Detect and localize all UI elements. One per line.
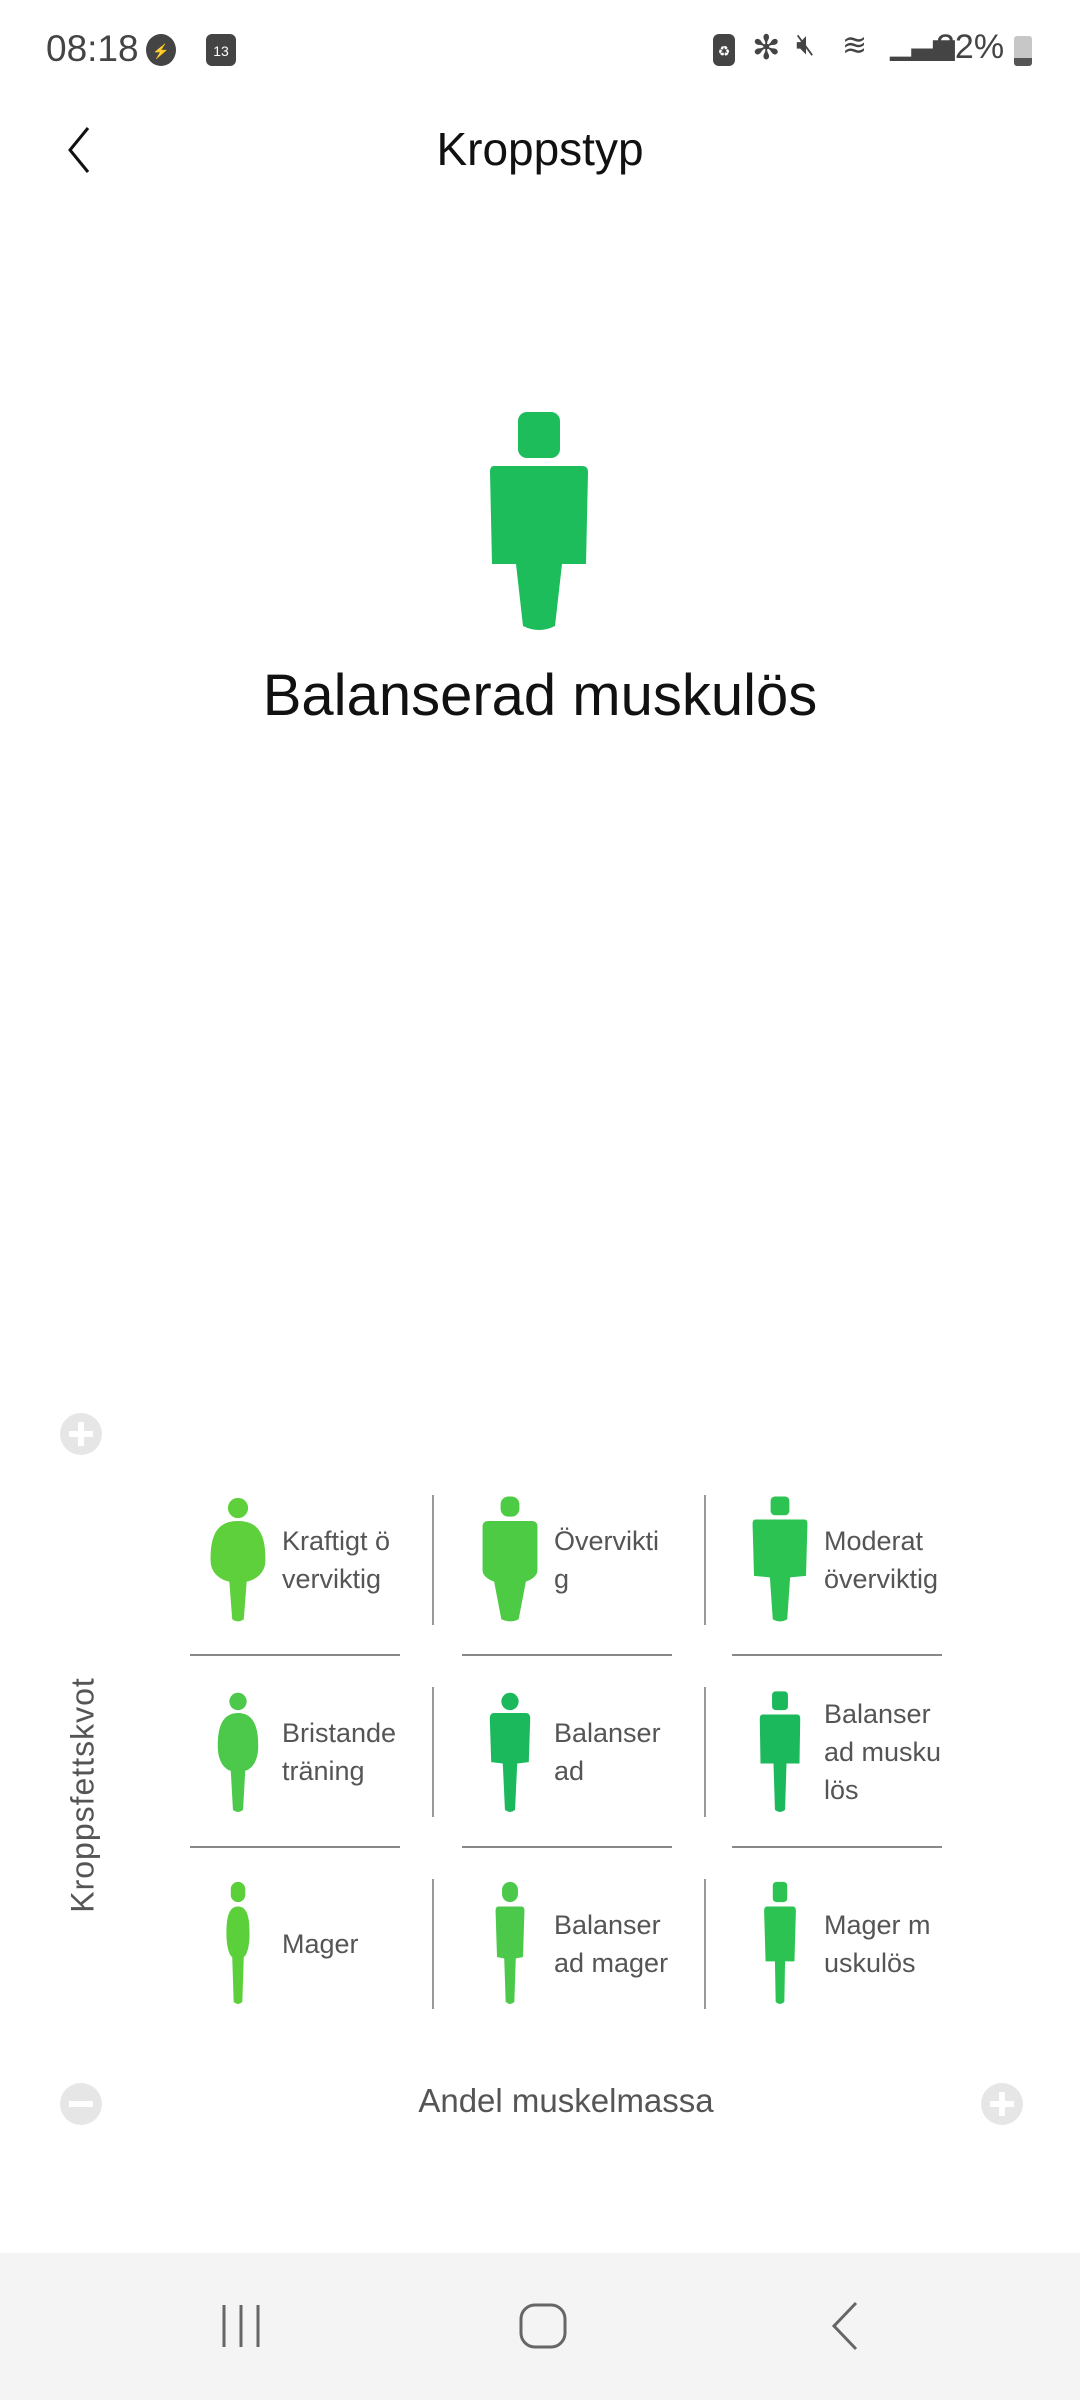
- signal-icon: ▁▃▅: [890, 29, 955, 60]
- bluetooth-icon: ✻: [752, 29, 781, 67]
- messenger-icon: ⚡: [146, 34, 176, 66]
- body-type-cell-balanced: Balanserad: [462, 1687, 672, 1817]
- body-type-cell-balanced-thin: Balanserad mager: [462, 1879, 672, 2009]
- mute-icon: 🔇︎: [796, 28, 815, 61]
- thin-muscular-figure-icon: [764, 1881, 796, 2004]
- balanced-muscular-figure-icon: [759, 1691, 801, 1812]
- grid-divider: [732, 1846, 942, 1848]
- y-axis-label: Kroppsfettskvot: [64, 1677, 101, 1913]
- battery-saver-icon: ♻: [713, 34, 735, 66]
- home-button[interactable]: [518, 2303, 568, 2349]
- body-type-cell-balanced-muscular: Balanserad muskulös: [732, 1687, 942, 1817]
- grid-divider: [704, 1879, 706, 2009]
- body-type-label: Bristande träning: [282, 1718, 397, 1786]
- body-type-label: Balanserad mager: [554, 1910, 669, 1978]
- grid-divider: [432, 1495, 434, 1625]
- obese-figure-icon: [210, 1497, 266, 1622]
- body-type-cell-obese: Kraftigt överviktig: [190, 1495, 400, 1625]
- grid-divider: [190, 1846, 400, 1848]
- battery-percent: 22%: [936, 28, 1005, 66]
- body-type-cell-overweight: Överviktig: [462, 1495, 672, 1625]
- overweight-figure-icon: [482, 1496, 538, 1622]
- back-button[interactable]: [60, 118, 110, 178]
- grid-divider: [462, 1654, 672, 1656]
- status-bar: 08:18 ⚡ 13 ♻ ✻ 🔇︎ ≋ ▁▃▅ 22%: [0, 0, 1080, 100]
- back-nav-button[interactable]: [826, 2301, 866, 2351]
- grid-divider: [432, 1687, 434, 1817]
- body-type-label: Kraftigt överviktig: [282, 1526, 391, 1594]
- x-axis-label: Andel muskelmassa: [418, 2082, 714, 2119]
- increase-muscle-icon: [981, 2083, 1023, 2125]
- grid-divider: [190, 1654, 400, 1656]
- grid-divider: [704, 1495, 706, 1625]
- muscular-heavy-figure-icon: [752, 1496, 808, 1622]
- balanced-thin-figure-icon: [495, 1881, 525, 2004]
- page-title: Kroppstyp: [436, 123, 644, 175]
- grid-divider: [432, 1879, 434, 2009]
- grid-divider: [704, 1687, 706, 1817]
- grid-divider: [462, 1846, 672, 1848]
- balanced-figure-icon: [489, 1692, 531, 1812]
- recent-apps-button[interactable]: [216, 2303, 266, 2349]
- battery-icon: [1014, 36, 1032, 66]
- body-type-name: Balanserad muskulös: [262, 663, 818, 728]
- wifi-icon: ≋: [842, 29, 868, 62]
- body-type-figure-icon: [490, 412, 588, 630]
- body-type-cell-thin: Mager: [190, 1879, 400, 2009]
- grid-divider: [732, 1654, 942, 1656]
- body-type-cell-thin-muscular: Mager muskulös: [732, 1879, 942, 2009]
- chevron-left-icon: [68, 127, 90, 173]
- body-type-label: Överviktig: [554, 1526, 660, 1594]
- body-type-cell-untrained: Bristande träning: [190, 1687, 400, 1817]
- decrease-muscle-icon: [60, 2083, 102, 2125]
- status-time: 08:18: [46, 28, 139, 69]
- navigation-bar: [0, 2253, 1080, 2400]
- body-type-label: Balanserad: [554, 1718, 661, 1786]
- body-type-label: Moderat överviktig: [824, 1526, 939, 1594]
- body-type-label: Mager muskulös: [824, 1910, 931, 1978]
- thin-figure-icon: [226, 1881, 250, 2004]
- calendar-icon: 13: [206, 34, 236, 66]
- body-type-label: Balanserad muskulös: [824, 1699, 942, 1805]
- untrained-figure-icon: [217, 1692, 259, 1812]
- increase-fat-icon: [60, 1413, 102, 1455]
- body-type-label: Mager: [282, 1929, 359, 1959]
- body-type-cell-muscular-heavy: Moderat överviktig: [732, 1495, 942, 1625]
